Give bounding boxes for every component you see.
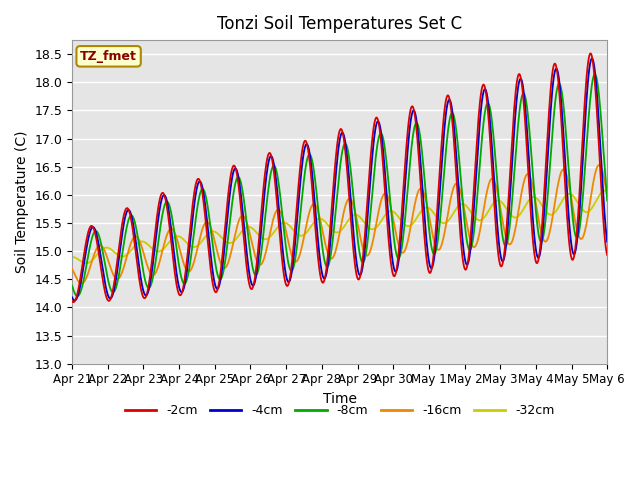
Title: Tonzi Soil Temperatures Set C: Tonzi Soil Temperatures Set C (217, 15, 462, 33)
Y-axis label: Soil Temperature (C): Soil Temperature (C) (15, 131, 29, 273)
Text: TZ_fmet: TZ_fmet (80, 50, 137, 63)
Legend: -2cm, -4cm, -8cm, -16cm, -32cm: -2cm, -4cm, -8cm, -16cm, -32cm (120, 399, 559, 422)
X-axis label: Time: Time (323, 392, 356, 406)
